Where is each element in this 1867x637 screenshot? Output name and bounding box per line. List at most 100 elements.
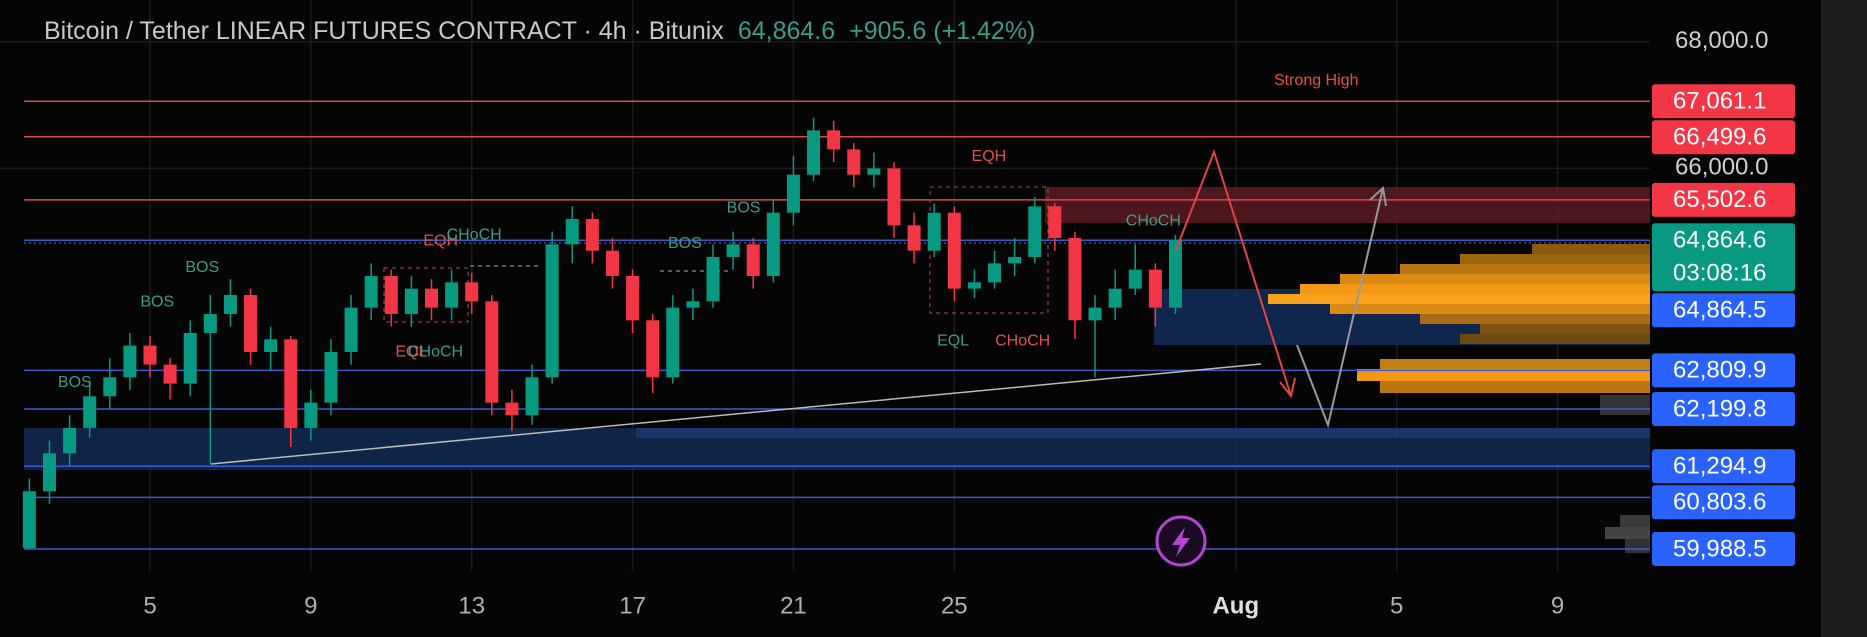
- candle-body: [1068, 238, 1082, 321]
- price-label-box: [1652, 293, 1795, 328]
- y-tick-label: 66,000.0: [1675, 154, 1768, 181]
- volume-bar: [1600, 395, 1650, 415]
- volume-bar: [1380, 381, 1650, 393]
- x-tick-label: 5: [143, 592, 156, 619]
- price-label-box: [1652, 223, 1795, 292]
- candle-body: [605, 250, 619, 277]
- candle-body: [887, 168, 901, 226]
- annotation: CHoCH: [1126, 212, 1181, 229]
- annotation: BOS: [727, 199, 761, 216]
- symbol-title: Bitcoin / Tether LINEAR FUTURES CONTRACT…: [44, 17, 724, 45]
- projection-arrow: [1296, 187, 1384, 429]
- candle-body: [867, 168, 881, 175]
- candle-body: [847, 149, 861, 175]
- price-label-box: [1652, 84, 1795, 119]
- candle-body: [967, 282, 981, 289]
- candle-body: [786, 174, 800, 213]
- demand-zone-top: [636, 428, 1650, 438]
- price-label: 60,803.6: [1673, 489, 1766, 516]
- volume-bar: [1460, 334, 1650, 344]
- candle-body: [284, 339, 298, 428]
- volume-bar: [1480, 324, 1650, 334]
- candle-body: [505, 402, 519, 416]
- candle-body: [123, 345, 137, 378]
- lightning-bolt: [1172, 527, 1190, 557]
- candle-body: [445, 282, 459, 308]
- price-label: 64,864.5: [1673, 297, 1766, 324]
- candle-body: [706, 257, 720, 302]
- candle-body: [988, 263, 1002, 283]
- arrow-head: [1369, 186, 1387, 207]
- candle-body: [1168, 240, 1182, 308]
- candle-body: [1048, 206, 1062, 239]
- volume-bar: [1340, 274, 1650, 284]
- x-tick-label: 21: [780, 592, 807, 619]
- volume-profile: [1268, 244, 1650, 553]
- candle-body: [324, 351, 338, 403]
- candle-body: [726, 244, 740, 258]
- volume-bar: [1605, 527, 1650, 539]
- candle-body: [907, 225, 921, 251]
- candle-body: [686, 301, 700, 308]
- price-label: 62,199.8: [1673, 395, 1766, 422]
- supply-zone: [1045, 187, 1650, 223]
- candle-body: [1108, 288, 1122, 308]
- annotation: Strong High: [1274, 72, 1359, 89]
- last-price: 64,864.6: [738, 17, 835, 45]
- candle-body: [927, 212, 941, 251]
- x-tick-label: 25: [941, 592, 968, 619]
- candle-body: [827, 130, 841, 150]
- candle-body: [244, 294, 258, 352]
- candle-body: [304, 402, 318, 428]
- price-label-box: [1652, 182, 1795, 217]
- arrow-head: [1279, 377, 1296, 399]
- price-label-box: [1652, 353, 1795, 388]
- volume-bar: [1330, 304, 1650, 314]
- volume-bar: [1380, 359, 1650, 369]
- candle-body: [223, 294, 237, 314]
- volume-bar: [1460, 254, 1650, 264]
- x-tick-label: 9: [304, 592, 317, 619]
- volume-bar: [1420, 314, 1650, 324]
- candle-body: [63, 427, 77, 454]
- candle-body: [465, 282, 479, 302]
- candle-body: [42, 453, 56, 492]
- annotation: EQH: [972, 148, 1007, 165]
- candle-body: [1008, 257, 1022, 264]
- candle-body: [264, 339, 278, 352]
- candle-body: [384, 276, 398, 314]
- volume-bar: [1268, 294, 1650, 304]
- annotation: CHoCH: [408, 343, 463, 360]
- trendline: [210, 363, 1262, 465]
- volume-bar: [1400, 264, 1650, 274]
- annotation: BOS: [140, 293, 174, 310]
- candle-body: [364, 276, 378, 308]
- candle-body: [83, 396, 97, 428]
- price-label-box: [1652, 449, 1795, 484]
- structure-box: [383, 267, 469, 323]
- volume-bar: [1532, 244, 1650, 254]
- countdown: 03:08:16: [1673, 260, 1766, 287]
- annotation: BOS: [185, 259, 219, 276]
- candle-body: [203, 313, 217, 333]
- candles: [22, 117, 1182, 549]
- candle-body: [807, 130, 821, 175]
- candle-body: [565, 219, 579, 245]
- candle-body: [766, 212, 780, 277]
- annotation: BOS: [668, 235, 702, 252]
- header: Bitcoin / Tether LINEAR FUTURES CONTRACT…: [44, 17, 1035, 45]
- candle-body: [404, 288, 418, 314]
- x-tick-label: Aug: [1212, 592, 1259, 619]
- candle-body: [143, 345, 157, 365]
- annotation: CHoCH: [447, 227, 502, 244]
- candle-body: [947, 212, 961, 289]
- candle-body: [1088, 307, 1102, 321]
- candle-body: [425, 288, 439, 308]
- candle-body: [626, 276, 640, 321]
- candle-body: [183, 332, 197, 384]
- price-change: +905.6 (+1.42%): [849, 17, 1035, 45]
- price-label: 59,988.5: [1673, 535, 1766, 562]
- right-edge: [1821, 0, 1867, 637]
- annotation: CHoCH: [995, 333, 1050, 350]
